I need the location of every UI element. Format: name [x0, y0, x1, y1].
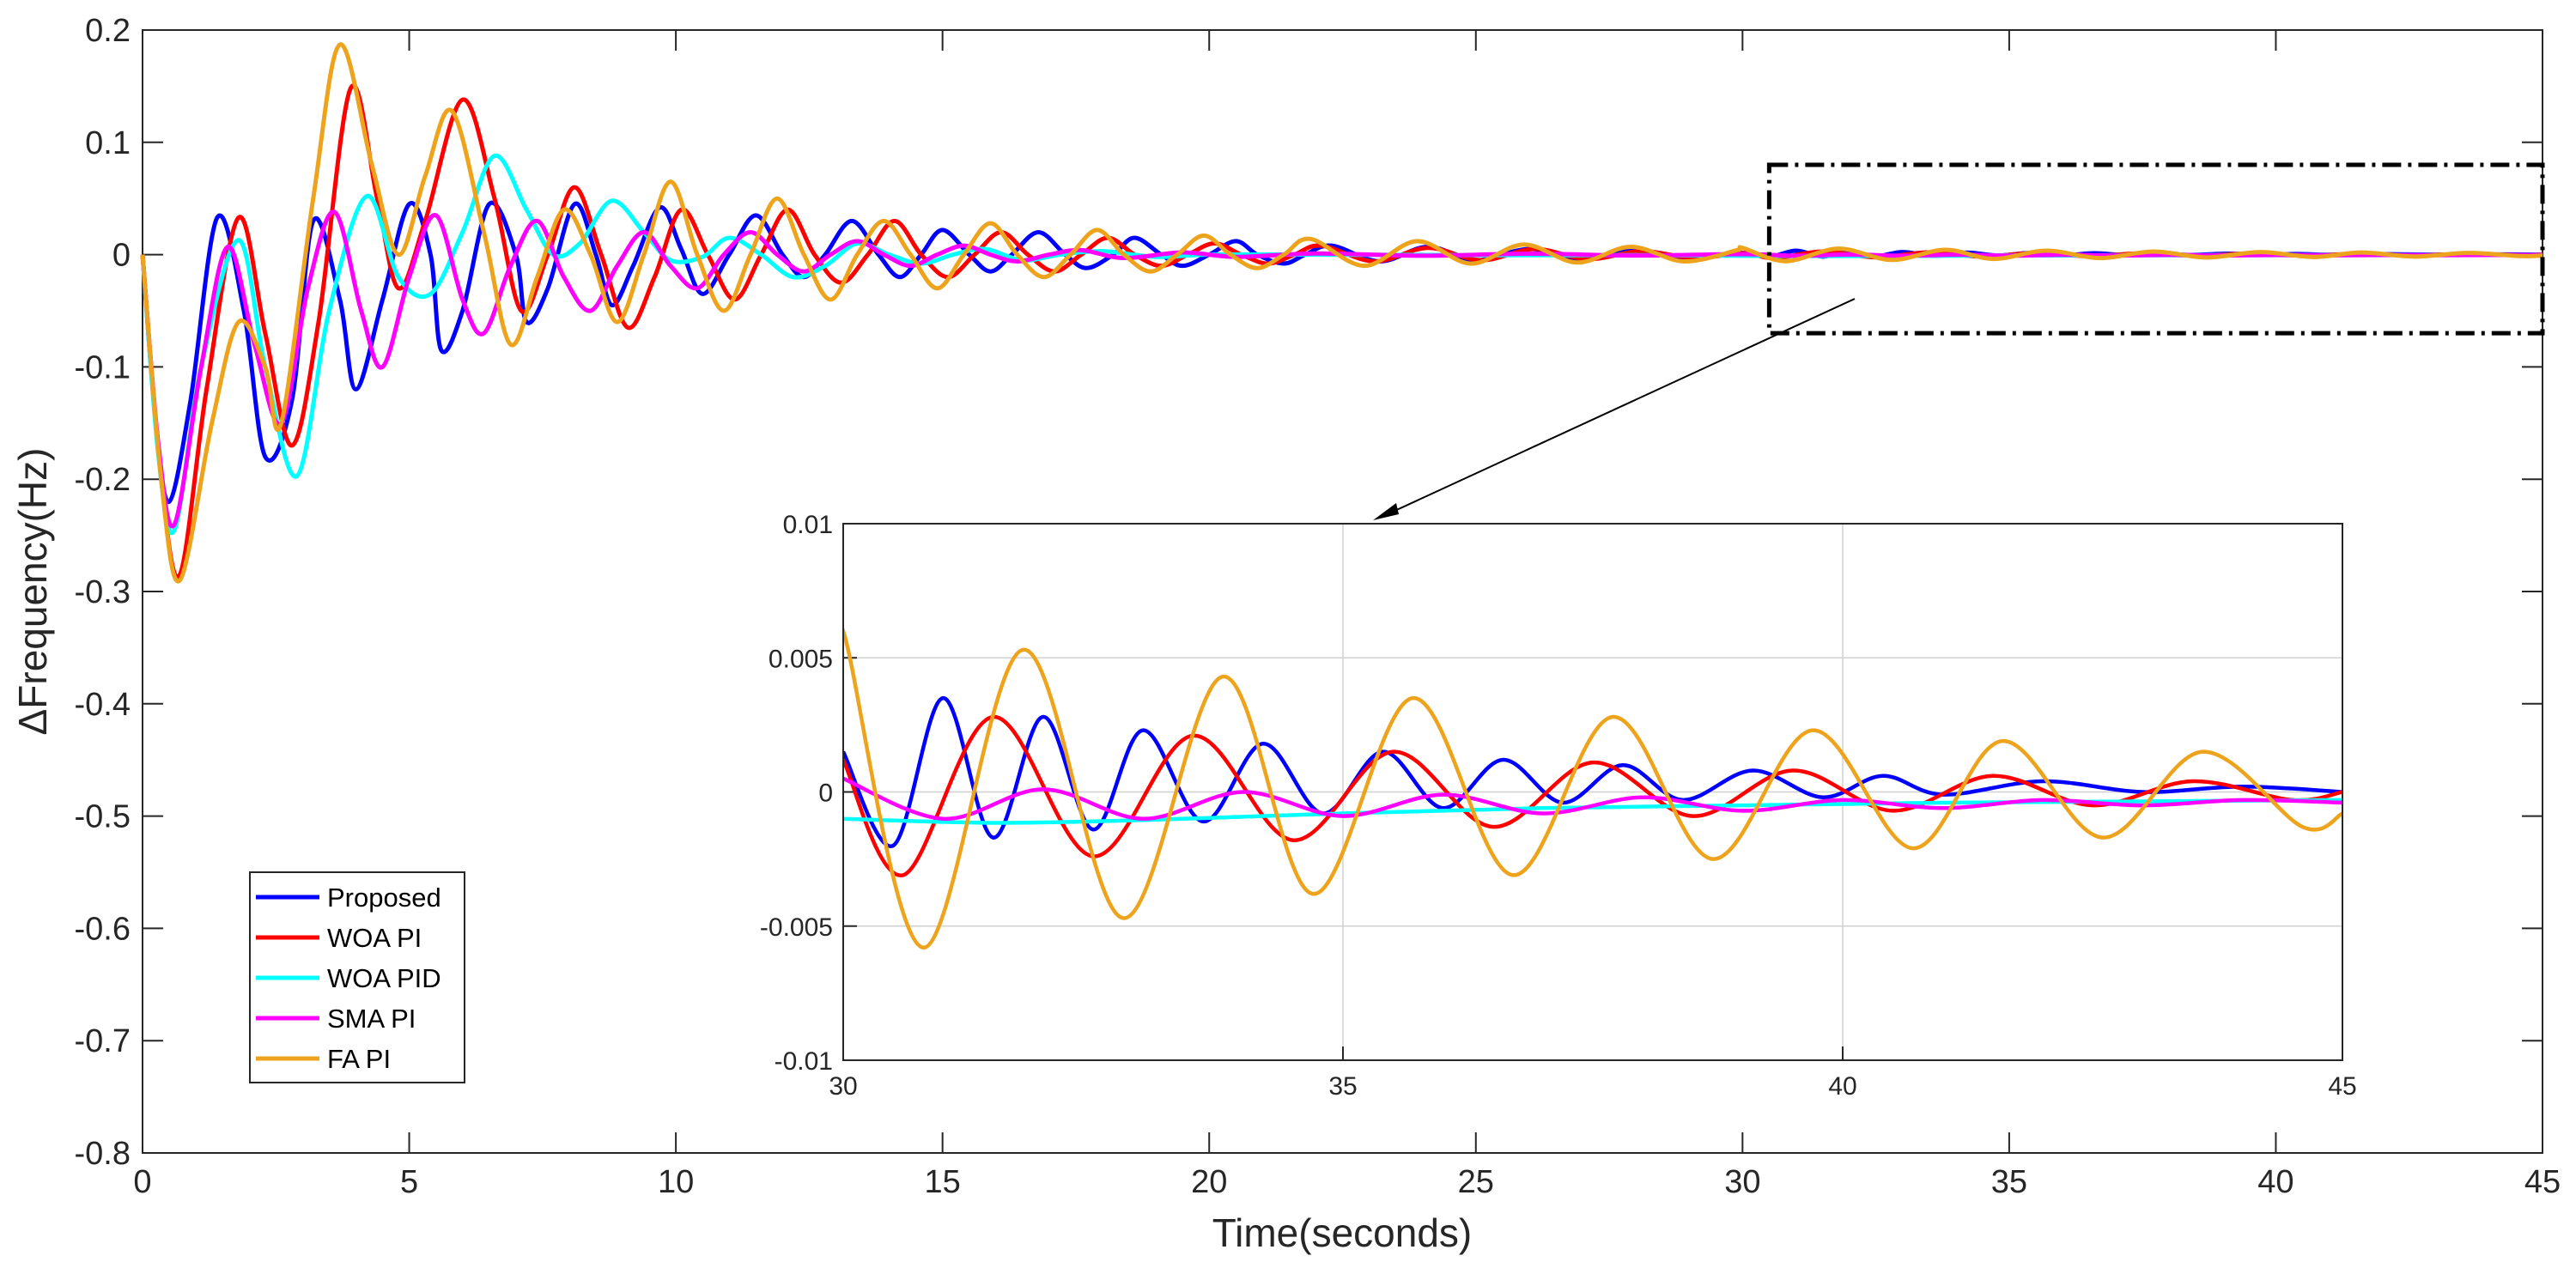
legend-label: FA PI	[327, 1044, 391, 1074]
main-x-tick-label: 15	[925, 1164, 961, 1200]
inset-series-line-fa-pi	[843, 625, 2342, 949]
main-series-line-fa-pi	[140, 42, 2543, 584]
inset-axes-frame	[842, 523, 2343, 1061]
y-axis-title: ΔFrequency(Hz)	[10, 448, 55, 736]
main-x-tick-label: 30	[1724, 1164, 1760, 1200]
main-y-tick-label: 0.2	[85, 13, 131, 49]
legend: Proposed WOA PI WOA PID SMA PI FA PI	[249, 871, 465, 1083]
inset-x-tick-label: 30	[829, 1072, 857, 1101]
inset-series-line-sma-pi	[843, 776, 2342, 822]
main-y-tick-label: -0.3	[75, 574, 131, 610]
main-x-tick-label: 35	[1991, 1164, 2027, 1200]
inset-y-tick-label: 0	[818, 780, 833, 808]
inset-x-tick-label: 35	[1328, 1072, 1357, 1101]
inset-y-tick-label: 0.01	[783, 511, 833, 539]
main-x-tick-label: 5	[400, 1164, 418, 1200]
main-x-tick-label: 25	[1458, 1164, 1494, 1200]
main-y-tick-label: -0.4	[75, 687, 131, 723]
zoom-indicator	[1373, 162, 2545, 520]
main-y-tick-label: 0.1	[85, 125, 131, 161]
main-x-tick-label: 10	[658, 1164, 694, 1200]
main-y-tick-label: 0	[112, 238, 131, 274]
main-y-tick-label: -0.8	[75, 1136, 131, 1172]
main-series-line-sma-pi	[140, 209, 2543, 529]
zoom-arrow-line	[1379, 298, 1856, 519]
inset-y-tick-label: 0.005	[769, 645, 833, 673]
inset-plot-area: 30 35 40 45 -0.01 -0.005 0 0.005 0.01	[760, 511, 2357, 1101]
main-x-tick-label: 20	[1191, 1164, 1227, 1200]
main-y-tick-label: -0.2	[75, 462, 131, 498]
legend-label: Proposed	[327, 883, 441, 913]
main-y-tick-label: -0.1	[75, 349, 131, 385]
inset-x-tick-label: 40	[1828, 1072, 1856, 1101]
inset-y-tick-label: -0.01	[775, 1047, 833, 1076]
main-x-tick-label: 0	[133, 1164, 151, 1200]
inset-x-tick-label: 45	[2328, 1072, 2356, 1101]
main-y-tick-label: -0.7	[75, 1023, 131, 1059]
zoom-region-box	[1766, 162, 2545, 336]
legend-label: WOA PI	[327, 923, 422, 953]
x-axis-title: Time(seconds)	[1212, 1210, 1472, 1255]
legend-label: SMA PI	[327, 1004, 416, 1034]
main-y-tick-label: -0.5	[75, 799, 131, 835]
main-y-tick-label: -0.6	[75, 911, 131, 947]
legend-label: WOA PID	[327, 963, 441, 993]
main-x-tick-label: 40	[2257, 1164, 2293, 1200]
zoom-arrowhead	[1373, 503, 1399, 520]
main-x-tick-label: 45	[2524, 1164, 2561, 1200]
inset-y-tick-label: -0.005	[760, 913, 833, 942]
